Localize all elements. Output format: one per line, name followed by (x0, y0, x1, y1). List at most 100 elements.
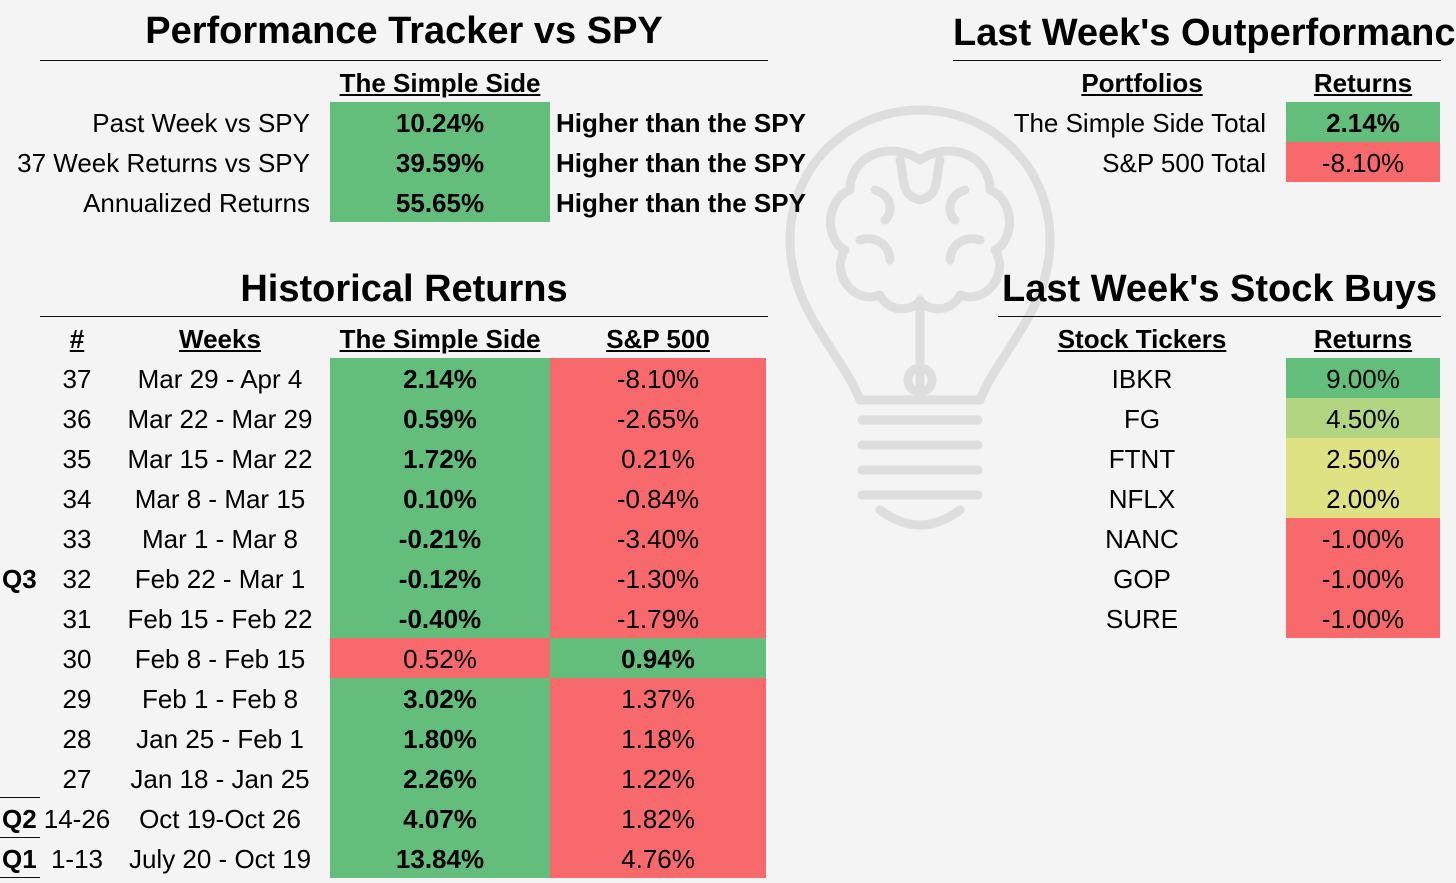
stock-return: -1.00% (1286, 558, 1440, 598)
row-simple-return: 4.07% (330, 798, 550, 838)
tracker-row-value: 10.24% (330, 102, 550, 142)
row-weeks: Mar 8 - Mar 15 (134, 484, 306, 514)
quarter-rule (0, 837, 40, 838)
row-sp500-return: -2.65% (550, 398, 766, 438)
row-weeks: Feb 15 - Feb 22 (127, 604, 313, 634)
outperformance-row-name: S&P 500 Total (1102, 148, 1266, 178)
row-sp500-return: 0.21% (550, 438, 766, 478)
outperformance-header-portfolios: Portfolios (1081, 68, 1203, 98)
stock-ticker: FG (1123, 404, 1161, 434)
row-sp500-return: -3.40% (550, 518, 766, 558)
row-simple-return: 3.02% (330, 678, 550, 718)
row-num: 31 (62, 604, 92, 634)
stock-return: 4.50% (1286, 398, 1440, 438)
row-num: 30 (62, 644, 92, 674)
row-num: 36 (62, 404, 92, 434)
stock-ticker: GOP (1113, 564, 1171, 594)
row-sp500-return: -1.79% (550, 598, 766, 638)
row-simple-return: 2.14% (330, 358, 550, 398)
row-weeks: Mar 29 - Apr 4 (137, 364, 303, 394)
row-weeks: Jan 25 - Feb 1 (136, 724, 304, 754)
outperformance-row-name: The Simple Side Total (1013, 108, 1266, 138)
row-weeks: July 20 - Oct 19 (128, 844, 312, 874)
row-num: 28 (62, 724, 92, 754)
quarter-label-q3: Q3 (2, 564, 37, 594)
lightbulb-brain-icon (785, 105, 1055, 530)
row-num: 1-13 (50, 844, 104, 874)
historical-title: Historical Returns (240, 268, 568, 310)
row-weeks: Mar 15 - Mar 22 (127, 444, 313, 474)
historical-header-weeks: Weeks (179, 324, 261, 354)
tracker-title: Performance Tracker vs SPY (145, 10, 663, 52)
row-num: 27 (62, 764, 92, 794)
row-sp500-return: 1.18% (550, 718, 766, 758)
row-simple-return: 0.10% (330, 478, 550, 518)
historical-header-sp500: S&P 500 (606, 324, 710, 354)
row-sp500-return: 4.76% (550, 838, 766, 878)
row-num: 34 (62, 484, 92, 514)
row-num: 33 (62, 524, 92, 554)
outperformance-row-value: -8.10% (1286, 142, 1440, 182)
tracker-row-value: 39.59% (330, 142, 550, 182)
row-sp500-return: 1.22% (550, 758, 766, 798)
stock-return: -1.00% (1286, 598, 1440, 638)
stock-return: 2.50% (1286, 438, 1440, 478)
tracker-row-label: Past Week vs SPY (92, 108, 310, 138)
row-simple-return: -0.21% (330, 518, 550, 558)
historical-header-num: # (69, 324, 85, 354)
row-sp500-return: -1.30% (550, 558, 766, 598)
row-simple-return: 13.84% (330, 838, 550, 878)
tracker-row-note: Higher than the SPY (556, 148, 806, 178)
row-weeks: Jan 18 - Jan 25 (130, 764, 310, 794)
row-num: 29 (62, 684, 92, 714)
quarter-label-q2: Q2 (2, 804, 37, 834)
quarter-rule (0, 877, 40, 878)
row-sp500-return: -0.84% (550, 478, 766, 518)
stock-ticker: NFLX (1108, 484, 1176, 514)
row-num: 37 (62, 364, 92, 394)
row-simple-return: 1.80% (330, 718, 550, 758)
row-sp500-return: 0.94% (550, 638, 766, 678)
row-num: 14-26 (43, 804, 111, 834)
row-sp500-return: 1.82% (550, 798, 766, 838)
outperformance-header-returns: Returns (1313, 68, 1413, 98)
row-weeks: Oct 19-Oct 26 (139, 804, 301, 834)
row-weeks: Mar 22 - Mar 29 (127, 404, 313, 434)
stock-return: -1.00% (1286, 518, 1440, 558)
stock-ticker: FTNT (1108, 444, 1176, 474)
row-weeks: Feb 8 - Feb 15 (134, 644, 306, 674)
outperformance-title: Last Week's Outperformance (953, 12, 1456, 54)
row-simple-return: 0.59% (330, 398, 550, 438)
stock-buys-header-tickers: Stock Tickers (1057, 324, 1227, 354)
tracker-title-rule (40, 60, 768, 61)
stock-ticker: NANC (1105, 524, 1179, 554)
row-num: 32 (62, 564, 92, 594)
row-weeks: Feb 22 - Mar 1 (134, 564, 306, 594)
stock-ticker: SURE (1105, 604, 1179, 634)
row-sp500-return: 1.37% (550, 678, 766, 718)
tracker-row-note: Higher than the SPY (556, 108, 806, 138)
tracker-row-label: 37 Week Returns vs SPY (17, 148, 310, 178)
tracker-row-label: Annualized Returns (83, 188, 310, 218)
tracker-row-value: 55.65% (330, 182, 550, 222)
quarter-rule (0, 797, 40, 798)
historical-title-rule (40, 316, 768, 317)
row-weeks: Mar 1 - Mar 8 (141, 524, 299, 554)
row-sp500-return: -8.10% (550, 358, 766, 398)
row-num: 35 (62, 444, 92, 474)
stock-buys-title-rule (998, 316, 1441, 317)
stock-buys-header-returns: Returns (1313, 324, 1413, 354)
row-simple-return: 1.72% (330, 438, 550, 478)
tracker-row-note: Higher than the SPY (556, 188, 806, 218)
row-weeks: Feb 1 - Feb 8 (141, 684, 299, 714)
row-simple-return: -0.12% (330, 558, 550, 598)
row-simple-return: -0.40% (330, 598, 550, 638)
row-simple-return: 2.26% (330, 758, 550, 798)
stock-return: 9.00% (1286, 358, 1440, 398)
quarter-label-q1: Q1 (2, 844, 37, 874)
stock-buys-title: Last Week's Stock Buys (1002, 268, 1437, 310)
outperformance-title-rule (953, 60, 1441, 61)
tracker-column-header: The Simple Side (339, 68, 541, 98)
stock-ticker: IBKR (1111, 364, 1173, 394)
outperformance-row-value: 2.14% (1286, 102, 1440, 142)
